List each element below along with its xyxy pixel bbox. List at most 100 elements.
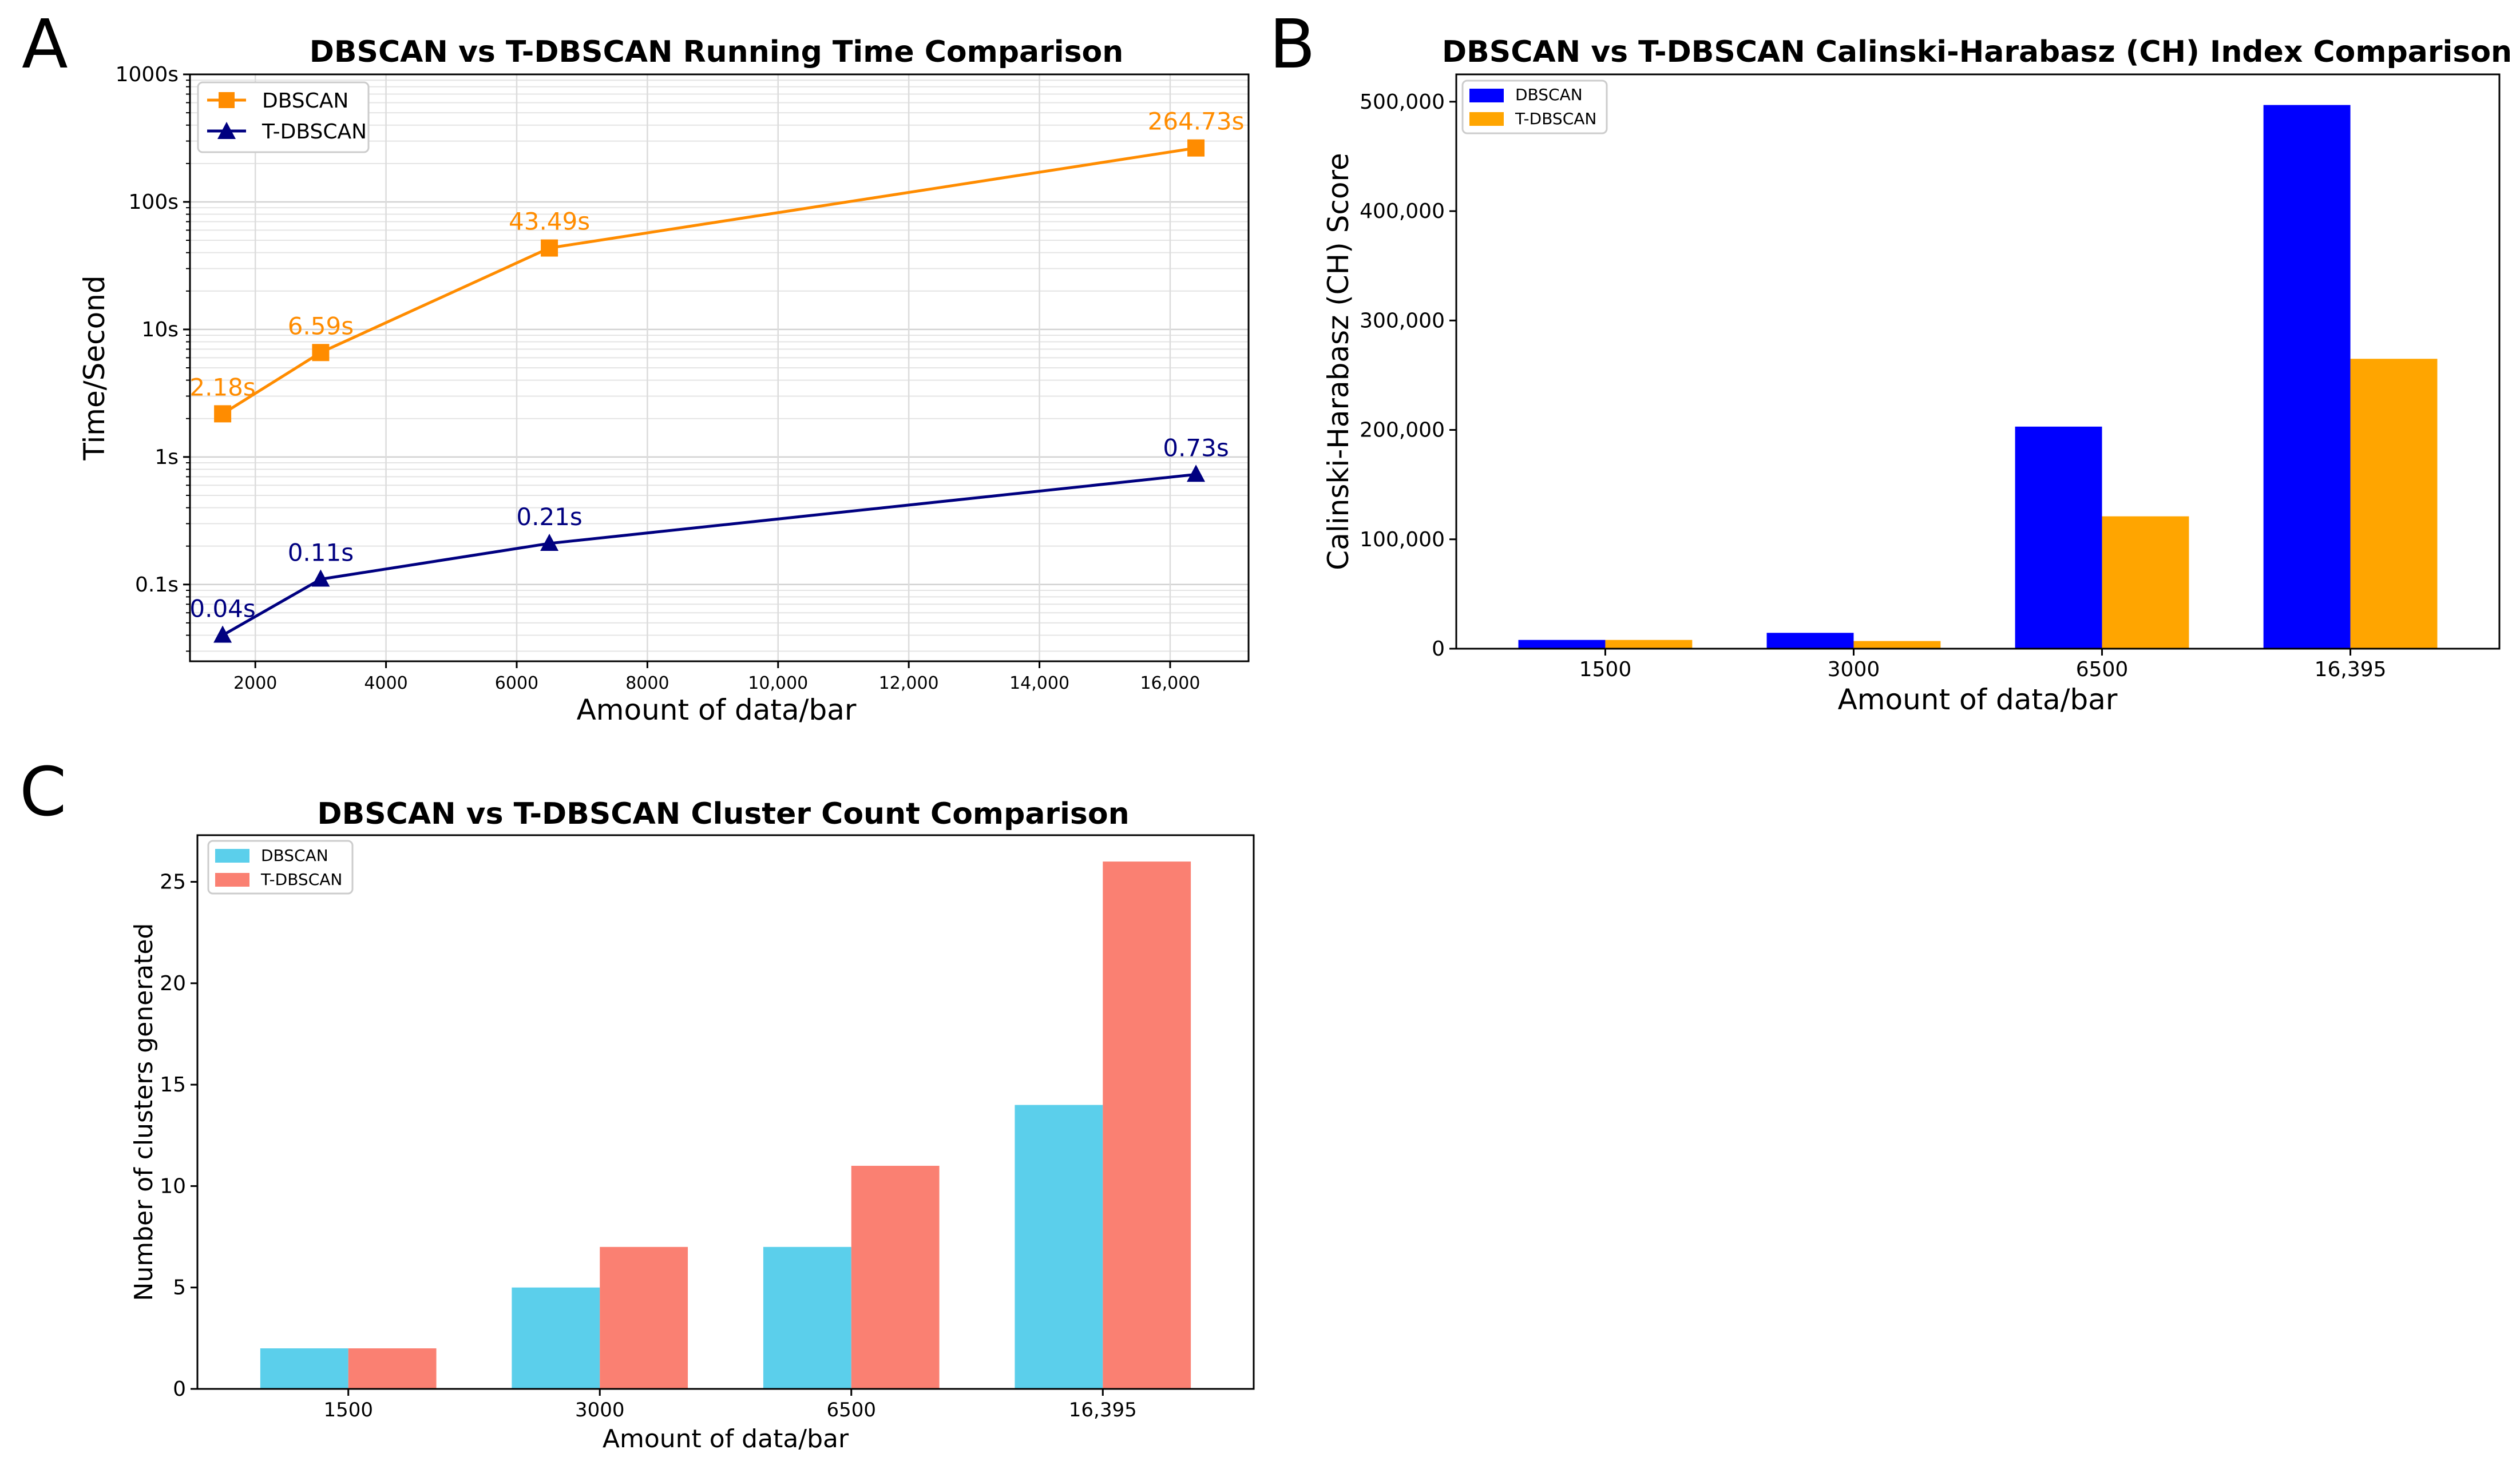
chart-a-legend-tdbscan-text: T-DBSCAN: [261, 120, 367, 144]
panel-label-c: C: [19, 752, 66, 831]
chart-c-x-tick-label: 1500: [323, 1399, 373, 1422]
chart-a-tdbscan-data-label: 0.21s: [516, 503, 582, 531]
chart-a-title: DBSCAN vs T-DBSCAN Running Time Comparis…: [310, 35, 1124, 69]
chart-b-y-tick-label: 200,000: [1360, 419, 1445, 442]
chart-b-bars: [1518, 105, 2438, 649]
chart-b-x-tick-label: 3000: [1828, 658, 1880, 681]
chart-a-y-tick-label: 0.1s: [135, 573, 179, 597]
chart-c-x-tick-label: 6500: [826, 1399, 876, 1422]
chart-a-series: 2.18s 6.59s 43.49s 264.73s 0.04s 0.11s 0.21s 0.…: [189, 108, 1244, 643]
chart-a-dbscan-point: [1187, 139, 1205, 157]
chart-c-y-ticks: 0 5 10 15 20 25: [160, 871, 197, 1401]
chart-a-x-ticks: 2000 4000 6000 8000 10,000 12,000 14,000 16,000: [233, 661, 1200, 693]
chart-a-dbscan-data-label: 2.18s: [189, 373, 255, 401]
chart-c-y-tick-label: 20: [160, 972, 186, 995]
chart-b-legend-tdbscan-swatch: [1469, 112, 1504, 126]
chart-b-tdbscan-bar: [2350, 359, 2438, 649]
cluster-count-chart: DBSCAN vs T-DBSCAN Cluster Count Compari…: [129, 797, 1255, 1454]
chart-a-y-tick-label: 100s: [129, 190, 179, 214]
chart-a-dbscan-data-label: 264.73s: [1148, 108, 1245, 136]
chart-b-tdbscan-bar: [1605, 640, 1693, 649]
chart-b-x-ticks: 1500 3000 6500 16,395: [1579, 649, 2387, 681]
chart-c-legend-dbscan-text: DBSCAN: [261, 846, 328, 865]
chart-b-legend-dbscan-swatch: [1469, 89, 1504, 102]
panel-label-b: B: [1269, 5, 1316, 84]
chart-b-y-tick-label: 100,000: [1360, 528, 1445, 551]
chart-c-dbscan-bar: [512, 1287, 600, 1389]
chart-a-legend-tdbscan-marker: [217, 122, 236, 139]
chart-c-y-tick-label: 25: [160, 871, 186, 894]
chart-c-x-tick-label: 3000: [575, 1399, 625, 1422]
chart-b-tdbscan-bar: [1853, 641, 1941, 649]
chart-a-dbscan-data-label: 6.59s: [288, 312, 354, 340]
chart-a-x-tick-label: 8000: [625, 673, 669, 693]
chart-a-legend-dbscan-text: DBSCAN: [262, 89, 348, 113]
chart-c-legend-tdbscan-swatch: [215, 873, 249, 887]
chart-a-x-label: Amount of data/bar: [577, 693, 857, 726]
chart-c-y-tick-label: 10: [160, 1174, 186, 1198]
chart-b-legend-dbscan-text: DBSCAN: [1515, 85, 1583, 104]
chart-a-tdbscan-point: [540, 533, 559, 551]
ch-index-chart: DBSCAN vs T-DBSCAN Calinski-Harabasz (CH…: [1322, 35, 2512, 716]
chart-a-tdbscan-data-label: 0.73s: [1163, 434, 1229, 462]
chart-b-y-tick-label: 500,000: [1360, 90, 1445, 114]
chart-b-dbscan-bar: [2263, 105, 2351, 649]
chart-a-x-tick-label: 2000: [233, 673, 277, 693]
chart-a-tdbscan-line: [221, 473, 1196, 637]
chart-a-y-tick-label: 1000s: [116, 63, 179, 86]
chart-c-frame: [196, 834, 1255, 1390]
chart-b-dbscan-bar: [1766, 633, 1854, 649]
chart-c-dbscan-bar: [1015, 1105, 1103, 1389]
chart-c-y-tick-label: 15: [160, 1073, 186, 1097]
chart-c-dbscan-bar: [763, 1246, 851, 1389]
chart-a-y-tick-label: 1s: [154, 446, 179, 469]
chart-a-tdbscan-data-label: 0.11s: [288, 539, 354, 567]
chart-b-x-tick-label: 1500: [1579, 658, 1632, 681]
chart-a-frame: [189, 73, 1250, 662]
chart-b-frame: [1455, 73, 2501, 650]
chart-c-legend: DBSCAN T-DBSCAN: [207, 840, 354, 895]
chart-c-y-label: Number of clusters generated: [129, 923, 159, 1301]
chart-c-y-tick-label: 0: [173, 1377, 186, 1401]
chart-a-dbscan-data-label: 43.49s: [509, 208, 590, 236]
chart-a-tdbscan-point: [213, 625, 232, 643]
chart-c-x-ticks: 1500 3000 6500 16,395: [323, 1389, 1137, 1422]
chart-c-tdbscan-bar: [851, 1165, 940, 1389]
chart-a-y-tick-label: 10s: [141, 318, 179, 342]
chart-c-x-tick-label: 16,395: [1069, 1399, 1137, 1422]
chart-b-x-tick-label: 16,395: [2315, 658, 2387, 681]
chart-c-tdbscan-bar: [600, 1246, 688, 1389]
chart-b-x-label: Amount of data/bar: [1838, 683, 2118, 716]
chart-a-legend-dbscan-marker: [219, 92, 235, 108]
chart-c-tdbscan-bar: [348, 1348, 437, 1389]
chart-c-title: DBSCAN vs T-DBSCAN Cluster Count Compari…: [317, 797, 1129, 831]
chart-a-dbscan-line: [221, 146, 1196, 415]
chart-c-legend-dbscan-swatch: [215, 849, 249, 863]
chart-a-dbscan-point: [312, 344, 330, 362]
chart-b-x-tick-label: 6500: [2076, 658, 2129, 681]
chart-a-tdbscan-data-label: 0.04s: [189, 594, 255, 622]
chart-b-y-tick-label: 400,000: [1360, 200, 1445, 223]
chart-a-x-tick-label: 12,000: [879, 673, 939, 693]
chart-a-x-tick-label: 4000: [364, 673, 407, 693]
chart-c-dbscan-bar: [260, 1348, 348, 1389]
chart-b-y-tick-label: 0: [1432, 637, 1445, 661]
chart-b-dbscan-bar: [1518, 640, 1606, 649]
chart-a-y-ticks: 0.1s 1s 10s 100s 1000s: [116, 63, 190, 652]
chart-b-tdbscan-bar: [2102, 516, 2189, 649]
chart-a-legend: DBSCAN T-DBSCAN: [197, 81, 370, 153]
chart-b-legend: DBSCAN T-DBSCAN: [1461, 80, 1608, 134]
chart-c-bars: [260, 861, 1191, 1389]
chart-a-tdbscan-point: [311, 569, 330, 587]
chart-b-y-ticks: 0 100,000 200,000 300,000 400,000 500,000: [1360, 90, 1456, 661]
chart-b-y-label: Calinski-Harabasz (CH) Score: [1322, 153, 1355, 570]
chart-a-x-tick-label: 6000: [495, 673, 538, 693]
chart-a-x-tick-label: 10,000: [748, 673, 808, 693]
running-time-chart: DBSCAN vs T-DBSCAN Running Time Comparis…: [78, 35, 1250, 726]
chart-c-x-label: Amount of data/bar: [603, 1424, 849, 1454]
chart-b-title: DBSCAN vs T-DBSCAN Calinski-Harabasz (CH…: [1442, 35, 2512, 69]
chart-a-x-tick-label: 16,000: [1140, 673, 1200, 693]
chart-a-dbscan-point: [214, 405, 232, 423]
chart-c-y-tick-label: 5: [173, 1276, 186, 1300]
